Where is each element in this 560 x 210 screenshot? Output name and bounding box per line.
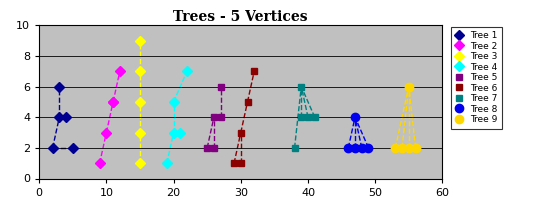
Tree 7 — [311, 116, 318, 118]
Tree 6 — [231, 162, 237, 164]
Tree 1 — [56, 116, 63, 118]
Tree 4 — [184, 70, 190, 72]
Tree 7 — [305, 116, 311, 118]
Tree 3 — [137, 70, 143, 72]
Tree 7 — [291, 147, 298, 149]
Tree 8 — [358, 147, 365, 149]
Tree 4 — [170, 131, 177, 134]
Tree 2 — [96, 162, 103, 164]
Tree 8 — [365, 147, 372, 149]
Tree 3 — [137, 39, 143, 42]
Tree 5 — [217, 85, 224, 88]
Tree 9 — [399, 147, 405, 149]
Tree 4 — [164, 162, 170, 164]
Tree 3 — [137, 131, 143, 134]
Line: Tree 7: Tree 7 — [291, 83, 318, 151]
Tree 1 — [69, 147, 76, 149]
Line: Tree 8: Tree 8 — [344, 113, 372, 152]
Tree 7 — [298, 85, 305, 88]
Line: Tree 2: Tree 2 — [96, 68, 123, 167]
Line: Tree 4: Tree 4 — [164, 68, 190, 167]
Tree 6 — [251, 70, 258, 72]
Tree 1 — [49, 147, 56, 149]
Tree 5 — [211, 116, 217, 118]
Tree 2 — [103, 131, 110, 134]
Line: Tree 1: Tree 1 — [49, 83, 76, 151]
Tree 5 — [217, 116, 224, 118]
Tree 2 — [116, 70, 123, 72]
Tree 8 — [345, 147, 352, 149]
Line: Tree 5: Tree 5 — [204, 83, 224, 151]
Tree 1 — [63, 116, 69, 118]
Legend: Tree 1, Tree 2, Tree 3, Tree 4, Tree 5, Tree 6, Tree 7, Tree 8, Tree 9: Tree 1, Tree 2, Tree 3, Tree 4, Tree 5, … — [451, 27, 502, 129]
Tree 1 — [56, 85, 63, 88]
Tree 2 — [110, 101, 116, 103]
Tree 7 — [298, 116, 305, 118]
Tree 5 — [211, 147, 217, 149]
Tree 8 — [352, 147, 358, 149]
Line: Tree 3: Tree 3 — [137, 37, 143, 167]
Tree 3 — [137, 162, 143, 164]
Tree 6 — [237, 162, 244, 164]
Tree 5 — [204, 147, 211, 149]
Tree 6 — [237, 131, 244, 134]
Line: Tree 6: Tree 6 — [231, 68, 258, 167]
Tree 2 — [110, 101, 116, 103]
Tree 9 — [405, 147, 412, 149]
Tree 9 — [392, 147, 399, 149]
Tree 4 — [177, 131, 184, 134]
Tree 9 — [412, 147, 419, 149]
Tree 3 — [137, 101, 143, 103]
Tree 8 — [352, 116, 358, 118]
Tree 6 — [244, 101, 251, 103]
Line: Tree 9: Tree 9 — [391, 82, 419, 152]
Tree 9 — [405, 85, 412, 88]
Tree 4 — [170, 101, 177, 103]
Title: Trees - 5 Vertices: Trees - 5 Vertices — [174, 10, 308, 24]
